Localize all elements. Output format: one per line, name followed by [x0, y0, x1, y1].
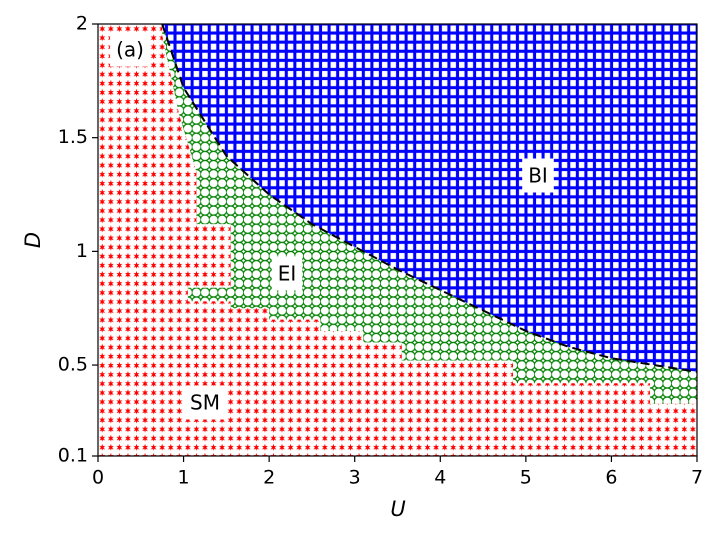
axes-frame	[97, 23, 698, 457]
y-tick-label: 1.5	[58, 126, 88, 148]
region-label: BI	[522, 158, 554, 193]
y-axis-label: D	[21, 232, 45, 248]
plot-area	[98, 24, 697, 456]
x-tick-label: 6	[605, 467, 617, 489]
x-tick-label: 7	[691, 467, 703, 489]
x-tick-label: 1	[178, 467, 190, 489]
phase-boundary	[161, 24, 697, 373]
region-label: SM	[184, 385, 226, 420]
region-label-text: EI	[278, 262, 297, 286]
y-tick-label: 1	[76, 240, 88, 262]
x-tick-label: 2	[263, 467, 275, 489]
phase-region	[162, 24, 697, 372]
x-axis-label: U	[390, 497, 405, 521]
x-tick-label: 4	[434, 467, 446, 489]
x-tick-label: 3	[349, 467, 361, 489]
region-label-text: BI	[528, 164, 548, 188]
x-tick-label: 0	[92, 467, 104, 489]
x-tick-label: 5	[520, 467, 532, 489]
y-tick-label: 0.5	[58, 354, 88, 376]
y-tick-label: 0.1	[58, 445, 88, 467]
panel-label: (a)	[110, 32, 150, 67]
y-tick-label: 2	[76, 13, 88, 35]
phase-region	[162, 24, 697, 404]
panel-label-text: (a)	[116, 38, 144, 62]
region-label-text: SM	[190, 391, 220, 415]
region-label: EI	[271, 256, 303, 291]
